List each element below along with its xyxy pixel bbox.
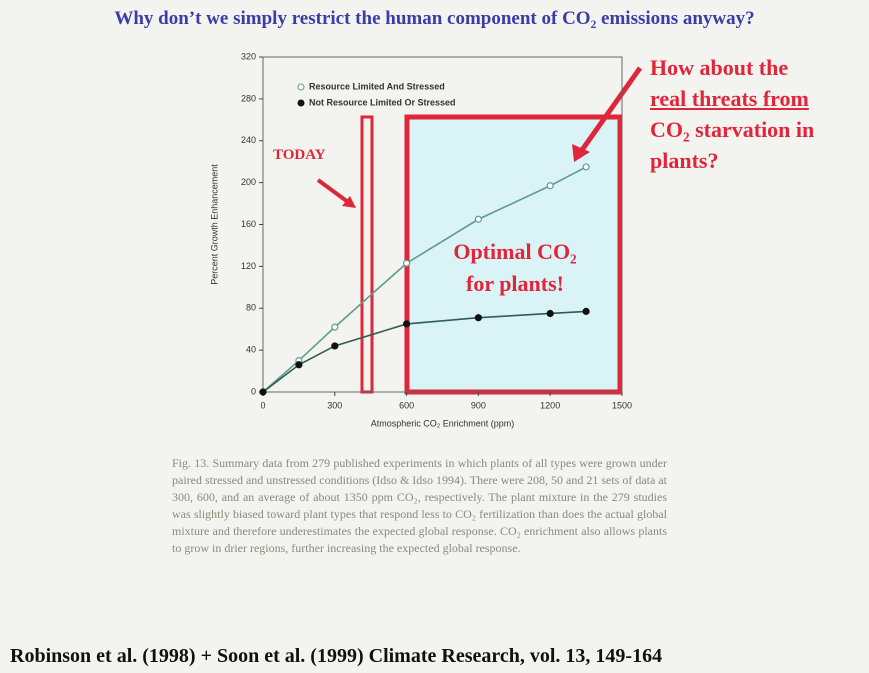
data-point (259, 388, 267, 396)
today-marker (360, 115, 374, 394)
note-line: real threats from (650, 86, 809, 111)
threat-arrowhead (572, 144, 590, 162)
note-line: Optimal CO₂ (453, 239, 577, 264)
threat-note: How about the real threats from CO₂ star… (650, 52, 814, 176)
x-axis-label: Atmospheric CO₂ Enrichment (ppm) (371, 418, 515, 428)
figure-caption: Fig. 13. Summary data from 279 published… (172, 456, 667, 555)
legend-marker (297, 83, 305, 91)
optimal-box (404, 114, 623, 395)
threat-arrow (579, 66, 643, 152)
x-tick-label: 600 (399, 400, 414, 410)
y-tick-label: 40 (246, 345, 256, 355)
reference: Robinson et al. (1998) + Soon et al. (19… (10, 645, 663, 667)
note-line: CO₂ starvation in (650, 117, 815, 142)
y-tick-label: 200 (241, 177, 256, 187)
data-point (582, 307, 590, 315)
y-axis-label: Percent Growth Enhancement (209, 164, 219, 285)
legend-label: Resource Limited And Stressed (309, 81, 445, 91)
legend-label: Not Resource Limited Or Stressed (309, 97, 456, 107)
note-line: for plants! (466, 271, 564, 296)
data-point (582, 163, 590, 171)
data-point (403, 320, 411, 328)
today-arrowhead (342, 196, 356, 208)
data-point (474, 215, 482, 223)
data-point (331, 323, 339, 331)
y-tick-label: 120 (241, 261, 256, 271)
data-point (546, 182, 554, 190)
x-tick-label: 900 (471, 400, 486, 410)
note-line: plants? (650, 148, 719, 173)
data-point (295, 361, 303, 369)
x-tick-label: 1500 (612, 400, 632, 410)
x-tick-label: 0 (260, 400, 265, 410)
data-point (546, 309, 554, 318)
y-tick-label: 160 (241, 219, 256, 229)
data-point (474, 314, 482, 322)
y-tick-label: 80 (246, 303, 256, 313)
y-tick-label: 240 (241, 135, 256, 145)
data-point (331, 342, 339, 350)
legend-marker (297, 99, 305, 107)
slide-title: Why don’t we simply restrict the human c… (114, 8, 755, 29)
note-line: How about the (650, 55, 789, 80)
x-tick-label: 1200 (540, 400, 560, 410)
today-note: TODAY (273, 147, 326, 163)
y-tick-label: 0 (251, 386, 256, 396)
optimal-note: Optimal CO₂ for plants! (425, 236, 605, 300)
y-tick-label: 280 (241, 93, 256, 103)
y-tick-label: 320 (241, 51, 256, 61)
data-point (403, 259, 411, 267)
x-tick-label: 300 (327, 400, 342, 410)
